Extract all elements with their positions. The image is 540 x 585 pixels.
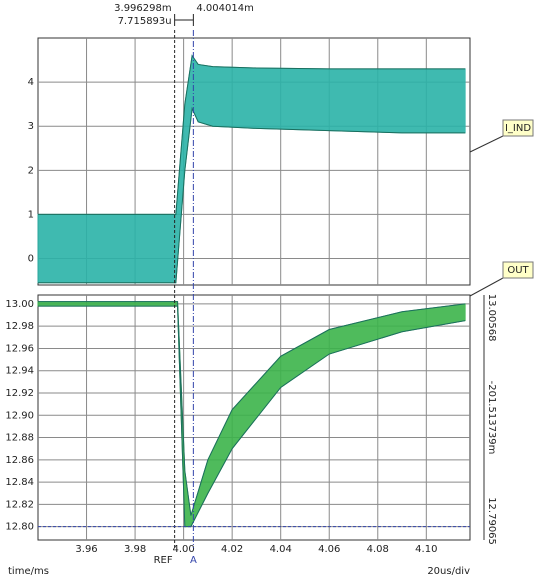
y-tick-label: 12.98 [5, 321, 34, 332]
y-tick-label: 12.94 [5, 366, 34, 377]
y-tick-label: 1 [28, 209, 34, 220]
y-tick-label: 12.82 [5, 499, 34, 510]
a-label: A [190, 555, 197, 566]
y-tick-label: 12.96 [5, 343, 34, 354]
readout: -201.513739m [486, 381, 497, 455]
y-tick-label: 12.86 [5, 455, 34, 466]
y-tick-label: 12.88 [5, 433, 34, 444]
y-tick-label: 4 [28, 77, 34, 88]
x-tick-label: 4.00 [172, 544, 194, 555]
legend-leader [469, 277, 504, 297]
y-tick-label: 12.90 [5, 410, 34, 421]
x-tick-label: 3.96 [75, 544, 97, 555]
legend-label: OUT [507, 265, 529, 276]
x-tick-label: 4.02 [221, 544, 243, 555]
x-tick-label: 4.10 [415, 544, 437, 555]
legend-box [502, 119, 534, 137]
x-scale: 20us/div [427, 566, 470, 577]
waveform-upper [38, 301, 466, 516]
delta-readout: 7.715893u [118, 16, 172, 27]
x-tick-label: 4.04 [270, 544, 292, 555]
readout: 12.79065 [486, 497, 497, 545]
y-tick-label: 12.80 [5, 522, 34, 533]
legend-label: I_IND [505, 123, 531, 134]
y-tick-label: 2 [28, 165, 34, 176]
x-axis-label: time/ms [8, 566, 49, 577]
y-tick-label: 13.00 [5, 299, 34, 310]
waveform-lower [38, 106, 466, 284]
ref-label: REF [154, 555, 173, 566]
x-tick-label: 4.06 [318, 544, 340, 555]
a-readout: 4.004014m [196, 3, 253, 14]
y-tick-label: 0 [28, 254, 34, 265]
y-tick-label: 3 [28, 121, 34, 132]
waveform-lower [38, 305, 466, 528]
legend-box [502, 261, 534, 279]
ref-readout: 3.996298m [114, 3, 171, 14]
y-tick-label: 12.84 [5, 477, 34, 488]
x-tick-label: 4.08 [367, 544, 389, 555]
y-tick-label: 12.92 [5, 388, 34, 399]
waveform-upper [38, 54, 466, 215]
legend-leader [469, 135, 504, 153]
x-tick-label: 3.98 [124, 544, 146, 555]
readout: 13.00568 [486, 294, 497, 342]
